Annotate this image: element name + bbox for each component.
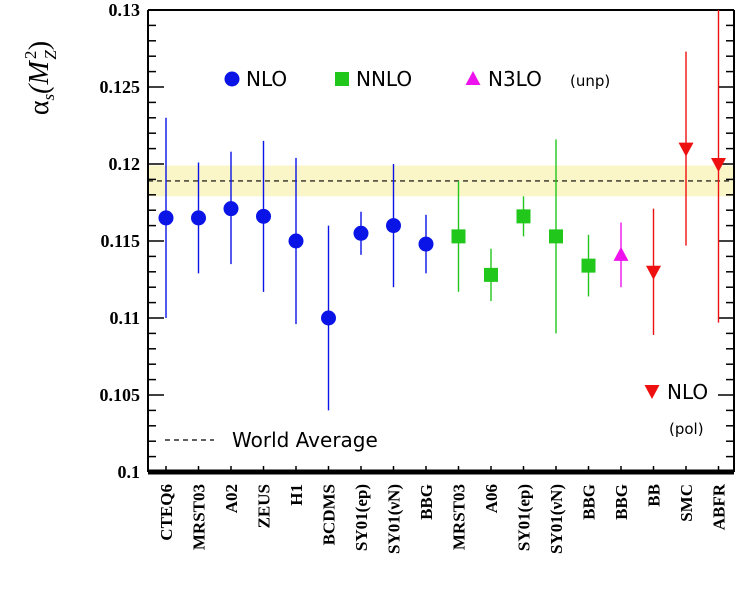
legend-marker-nlo (224, 71, 240, 87)
data-point-circle (418, 236, 434, 252)
x-category-label: BCDMS (320, 484, 339, 545)
x-category-label: A06 (482, 484, 501, 513)
x-category-label: BBG (580, 484, 599, 520)
legend-marker-nnlo (335, 72, 349, 86)
y-tick-label: 0.11 (109, 308, 140, 328)
y-axis-label: αs(M2Z) (21, 41, 60, 115)
data-point-triangle-down (678, 142, 694, 157)
legend-label-nnlo: NNLO (356, 67, 412, 91)
data-point-square (516, 209, 531, 224)
data-point-circle (158, 210, 174, 226)
legend-label-nlo-pol-suffix: (pol) (669, 420, 704, 438)
x-category-label: SY01(νN) (385, 484, 404, 554)
data-point-circle (386, 218, 401, 234)
data-point-square (451, 229, 466, 244)
data-point-triangle-down (646, 265, 661, 280)
data-point-circle (223, 201, 239, 217)
data-point-square (484, 267, 498, 282)
legend-label-nlo-pol: NLO (667, 380, 708, 404)
legend-layer: NLO NNLO N3LO (unp) NLO (pol) World Average (165, 67, 708, 452)
legend-label-n3lo-suffix: (unp) (570, 72, 610, 90)
y-tick-label: 0.115 (100, 231, 140, 251)
x-category-label: ZEUS (255, 484, 274, 528)
legend-marker-nlo-pol (644, 385, 660, 399)
y-tick-label: 0.12 (109, 154, 141, 174)
data-point-circle (288, 233, 304, 249)
x-category-label: A02 (222, 484, 241, 513)
x-category-label: H1 (287, 484, 306, 506)
data-point-triangle-down (711, 158, 726, 172)
x-category-label: SY01(νN) (547, 484, 566, 554)
y-tick-label: 0.125 (100, 77, 141, 97)
data-point-square (581, 258, 596, 273)
x-category-label: BBG (417, 484, 436, 520)
x-category-label: BBG (612, 484, 631, 520)
x-category-label: CTEQ6 (157, 484, 176, 541)
x-category-label: BB (645, 484, 664, 507)
axes-layer (147, 9, 735, 475)
data-point-square (549, 229, 563, 244)
x-category-label: SY01(ep) (515, 484, 534, 551)
x-category-label: ABFR (710, 483, 729, 530)
legend-label-world-average: World Average (232, 428, 378, 452)
x-category-label: SMC (677, 484, 696, 522)
data-point-circle (191, 210, 206, 226)
label-layer: 0.1 0.105 0.11 0.115 0.12 0.125 0.13 CTEQ6 MRST0… (21, 0, 729, 554)
x-category-label: MRST03 (190, 484, 209, 550)
x-category-label: SY01(ep) (352, 484, 371, 551)
legend-label-n3lo: N3LO (488, 67, 542, 91)
world-average-band-layer (148, 165, 734, 197)
y-tick-label: 0.1 (118, 462, 141, 482)
y-tick-label: 0.13 (109, 0, 141, 20)
x-category-label: MRST03 (450, 484, 469, 550)
legend-label-nlo: NLO (246, 67, 287, 91)
data-layer (158, 10, 726, 411)
legend-marker-n3lo (465, 71, 481, 85)
data-point-circle (353, 225, 369, 241)
y-tick-label: 0.105 (100, 385, 141, 405)
data-point-circle (321, 310, 336, 326)
data-point-circle (256, 208, 271, 224)
data-point-triangle-up (613, 246, 629, 261)
